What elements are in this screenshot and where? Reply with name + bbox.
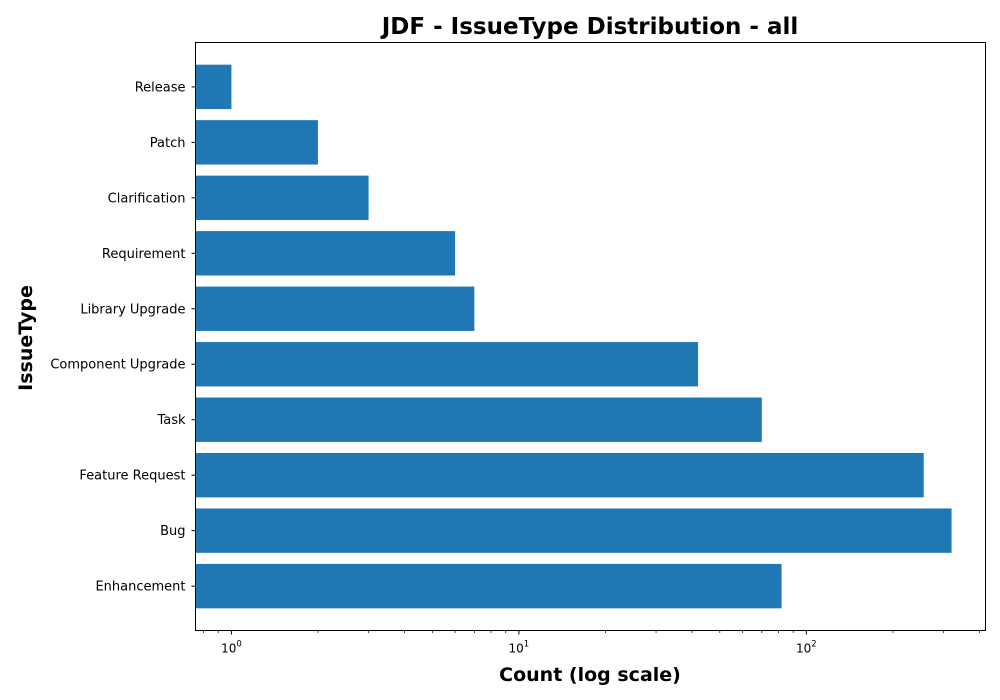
y-tick-label: Feature Request <box>79 469 185 484</box>
bar-clarification <box>196 176 369 220</box>
x-axis-ticks: 100 101 102 <box>204 631 980 656</box>
bar-component-upgrade <box>196 342 699 386</box>
y-tick-label: Release <box>135 80 186 95</box>
bar-patch <box>196 120 318 164</box>
bar-bug <box>196 508 952 552</box>
x-tick-label: 101 <box>509 640 530 656</box>
bar-group <box>196 65 952 609</box>
y-tick-label: Enhancement <box>95 580 185 595</box>
chart-title: JDF - IssueType Distribution - all <box>380 14 798 40</box>
bar-library-upgrade <box>196 287 475 331</box>
x-tick-label: 102 <box>796 640 817 656</box>
y-tick-label: Bug <box>160 524 185 539</box>
y-tick-label: Library Upgrade <box>80 302 185 317</box>
bar-release <box>196 65 232 109</box>
y-tick-label: Task <box>156 413 186 428</box>
y-tick-label: Requirement <box>102 247 186 262</box>
y-tick-label: Clarification <box>108 191 186 206</box>
x-tick-label: 100 <box>221 640 242 656</box>
y-tick-label: Component Upgrade <box>50 358 185 373</box>
bar-feature-request <box>196 453 924 497</box>
bar-requirement <box>196 231 456 275</box>
bar-task <box>196 398 762 442</box>
x-axis-label: Count (log scale) <box>499 664 681 686</box>
bar-enhancement <box>196 564 782 608</box>
y-axis-label: IssueType <box>15 285 37 391</box>
y-axis-ticks: Enhancement Bug Feature Request Task Compone… <box>50 80 195 594</box>
y-tick-label: Patch <box>150 136 186 151</box>
